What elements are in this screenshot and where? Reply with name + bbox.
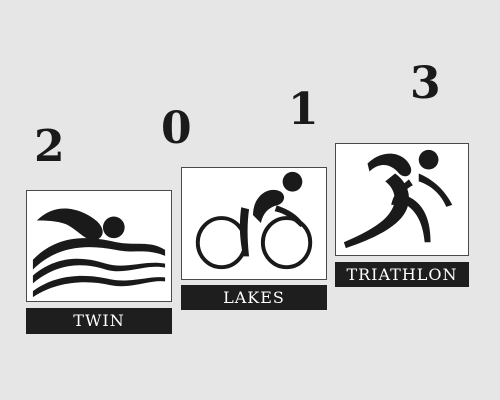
label-lakes: LAKES: [181, 285, 327, 310]
swimmer-icon: [32, 208, 166, 298]
swim-panel: [26, 190, 172, 302]
year-digit-1: 2: [34, 121, 65, 172]
runner-icon: [343, 149, 453, 249]
year-digit-2: 0: [161, 103, 192, 154]
run-panel: [335, 143, 469, 256]
cyclist-icon: [195, 171, 313, 270]
label-twin: TWIN: [26, 308, 172, 334]
year-digit-3: 1: [288, 84, 319, 135]
label-triathlon: TRIATHLON: [335, 262, 469, 287]
year-digit-4: 3: [410, 58, 441, 109]
bike-panel: [181, 167, 327, 280]
